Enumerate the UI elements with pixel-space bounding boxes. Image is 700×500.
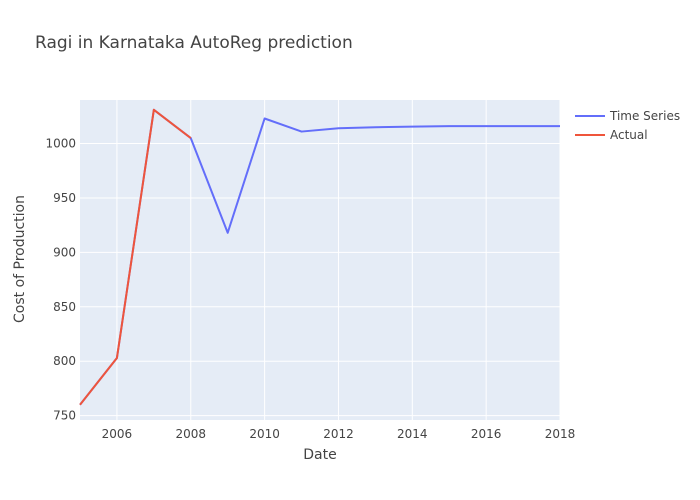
x-tick-label-2008: 2008 bbox=[175, 427, 206, 441]
chart-title: Ragi in Karnataka AutoReg prediction bbox=[35, 33, 353, 53]
legend-item-actual[interactable]: Actual bbox=[575, 125, 680, 144]
y-tick-label-950: 950 bbox=[53, 191, 76, 205]
y-tick-label-750: 750 bbox=[53, 409, 76, 423]
x-tick-label-2010: 2010 bbox=[249, 427, 280, 441]
x-tick-label-2014: 2014 bbox=[397, 427, 428, 441]
x-axis-label: Date bbox=[303, 447, 337, 463]
y-tick-label-1000: 1000 bbox=[45, 137, 76, 151]
x-tick-label-2012: 2012 bbox=[323, 427, 354, 441]
legend-swatch-time-series bbox=[575, 114, 605, 117]
legend-item-time-series[interactable]: Time Series bbox=[575, 106, 680, 125]
legend-label-time-series: Time Series bbox=[610, 108, 681, 123]
legend-swatch-actual bbox=[575, 133, 605, 136]
grid-layer bbox=[80, 100, 561, 420]
series-line-actual bbox=[79, 108, 192, 406]
x-tick-label-2018: 2018 bbox=[545, 427, 576, 441]
y-tick-label-800: 800 bbox=[53, 354, 76, 368]
legend-label-actual: Actual bbox=[610, 127, 648, 142]
y-tick-label-850: 850 bbox=[53, 300, 76, 314]
plot-background bbox=[80, 100, 560, 420]
x-tick-label-2006: 2006 bbox=[102, 427, 133, 441]
legend[interactable]: Time Series Actual bbox=[575, 106, 680, 144]
y-tick-label-900: 900 bbox=[53, 245, 76, 259]
y-axis-label: Cost of Production bbox=[12, 194, 28, 324]
x-tick-label-2016: 2016 bbox=[471, 427, 502, 441]
series-layer bbox=[79, 108, 560, 406]
tick-labels: 2006 2008 2010 2012 2014 2016 2018 750 800 850 900… bbox=[45, 137, 575, 441]
